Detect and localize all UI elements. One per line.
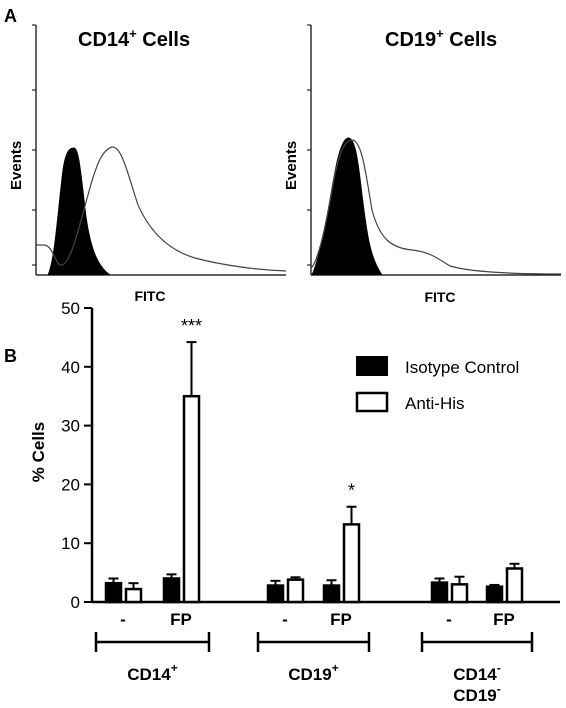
bar-anti-his (182, 394, 201, 604)
panel-b-label: B (4, 346, 17, 366)
bar-anti-his (505, 567, 524, 604)
significance-marker: *** (181, 316, 202, 336)
legend: Isotype Control Anti-His (355, 356, 519, 413)
hist-right-xlabel: FITC (424, 289, 455, 305)
panel-a-label: A (4, 6, 17, 26)
hist-left-antihis-line (36, 146, 287, 272)
group-label: CD14- (453, 661, 500, 684)
hist-right-ylabel: Events (283, 141, 300, 190)
y-tick-label: 40 (61, 358, 80, 377)
bar-anti-his (450, 583, 469, 604)
condition-label: FP (493, 610, 515, 629)
bar-isotype (104, 581, 123, 604)
bar-isotype (485, 585, 504, 604)
bar-chart-bars: - *** FP - * FP - FP (104, 316, 524, 629)
hist-left-title: CD14+ Cells (78, 26, 190, 51)
hist-right-antihis-line (310, 139, 562, 275)
bar-anti-his (342, 523, 361, 604)
group-sublabel: CD19- (453, 682, 500, 705)
condition-label: - (282, 610, 288, 629)
hist-right-title: CD19+ Cells (385, 26, 497, 51)
group-label: CD14+ (127, 661, 177, 684)
bar-chart-group-brackets: CD14+ CD19+ CD14-CD19- (94, 632, 534, 705)
condition-label: - (446, 610, 452, 629)
legend-swatch-antihis (355, 391, 389, 413)
bar-chart-y-ticks: 0 10 20 30 40 50 (61, 299, 92, 612)
legend-label-isotype: Isotype Control (405, 358, 519, 377)
bar-isotype (162, 577, 181, 604)
legend-swatch-isotype (356, 356, 388, 376)
bar-isotype (266, 584, 285, 604)
y-tick-label: 50 (61, 299, 80, 318)
bar-chart-axes (90, 308, 560, 604)
y-tick-label: 20 (61, 475, 80, 494)
y-tick-label: 10 (61, 534, 80, 553)
condition-label: - (120, 610, 126, 629)
condition-label: FP (330, 610, 352, 629)
hist-left-isotype-area (47, 147, 112, 276)
legend-label-antihis: Anti-His (405, 394, 465, 413)
y-tick-label: 0 (71, 593, 80, 612)
bar-chart-ylabel: % Cells (29, 422, 48, 482)
bar-anti-his (124, 587, 143, 604)
y-tick-label: 30 (61, 417, 80, 436)
bar-isotype (322, 584, 341, 604)
bar-isotype (430, 581, 449, 604)
bar-anti-his (286, 578, 305, 604)
group-label: CD19+ (288, 661, 338, 684)
hist-left-ylabel: Events (8, 141, 25, 190)
condition-label: FP (170, 610, 192, 629)
hist-left-xlabel: FITC (134, 288, 165, 304)
significance-marker: * (348, 481, 355, 501)
